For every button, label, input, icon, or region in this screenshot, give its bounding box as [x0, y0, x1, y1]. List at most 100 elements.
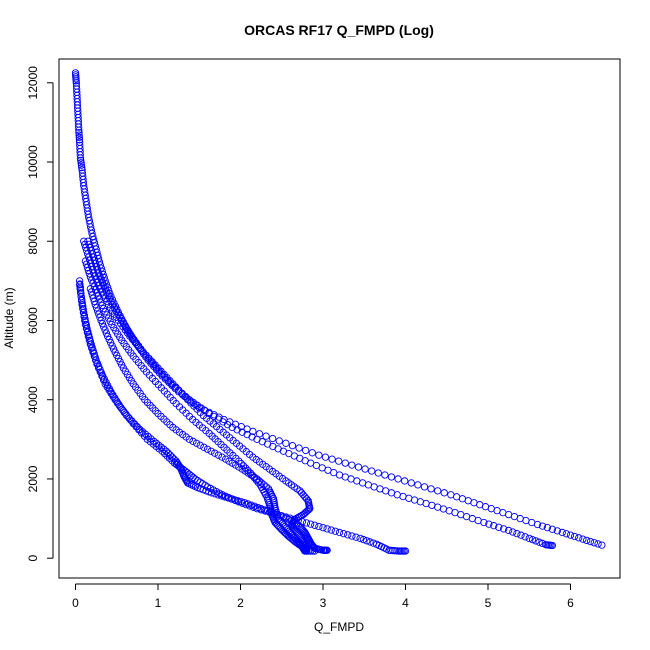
data-point — [495, 523, 503, 531]
data-point — [289, 518, 297, 527]
data-point — [88, 344, 96, 352]
data-point — [359, 535, 368, 544]
data-point — [84, 266, 93, 275]
x-tick-label: 4 — [402, 596, 409, 610]
data-point — [246, 502, 254, 510]
data-point — [361, 465, 369, 473]
data-point — [150, 437, 158, 445]
data-point — [89, 348, 97, 356]
data-point — [85, 270, 94, 278]
data-point — [535, 538, 543, 546]
data-point — [96, 313, 104, 321]
data-point — [214, 451, 223, 459]
data-point — [79, 308, 88, 317]
data-point — [94, 292, 102, 300]
data-point — [86, 273, 95, 281]
data-point — [570, 532, 579, 541]
data-point — [319, 524, 327, 532]
x-axis: 0 1 2 3 4 5 6 — [72, 583, 574, 610]
data-point — [381, 471, 389, 479]
data-point — [189, 437, 197, 445]
data-point — [500, 525, 508, 533]
data-point — [76, 285, 84, 293]
data-point — [427, 485, 435, 493]
data-point — [84, 332, 93, 340]
plot-frame — [58, 58, 621, 579]
data-point — [221, 493, 229, 501]
data-point — [344, 531, 352, 539]
data-point — [339, 529, 348, 538]
data-point — [98, 267, 106, 275]
data-point — [528, 536, 537, 544]
data-point — [76, 151, 84, 159]
data-point — [363, 537, 371, 545]
data-point — [88, 276, 96, 284]
data-point — [82, 324, 91, 333]
data-point — [211, 490, 219, 498]
data-point — [94, 364, 103, 372]
data-point — [490, 522, 498, 530]
data-point — [77, 159, 85, 167]
data-point — [249, 503, 258, 511]
data-point — [185, 435, 194, 443]
data-point — [99, 376, 108, 384]
data-point — [257, 505, 265, 513]
data-point — [75, 131, 83, 139]
data-point — [99, 270, 107, 279]
data-point — [315, 451, 323, 459]
data-point — [196, 441, 204, 449]
data-point — [368, 467, 376, 475]
x-tick-label: 0 — [72, 596, 79, 610]
data-point — [74, 123, 83, 131]
data-point — [414, 481, 422, 489]
data-point — [250, 474, 259, 482]
data-point — [160, 445, 168, 453]
data-point — [394, 475, 402, 483]
data-point — [533, 520, 542, 529]
data-point — [248, 471, 257, 480]
data-point — [280, 528, 289, 536]
data-point — [598, 541, 606, 549]
data-point — [84, 250, 92, 258]
data-point — [315, 522, 323, 531]
data-point — [91, 356, 100, 364]
data-point — [218, 453, 226, 461]
data-point — [262, 432, 270, 440]
data-point — [328, 455, 336, 463]
data-point — [282, 529, 290, 538]
points-layer — [71, 69, 606, 555]
data-point — [235, 498, 243, 506]
data-point — [538, 522, 547, 530]
data-point — [86, 340, 95, 348]
data-point — [327, 526, 335, 534]
data-point — [95, 295, 104, 303]
data-point — [224, 494, 232, 502]
data-point — [77, 161, 86, 169]
data-point — [485, 520, 493, 528]
data-point — [75, 129, 83, 137]
data-point — [348, 461, 356, 469]
x-tick-label: 3 — [320, 596, 327, 610]
data-point — [401, 547, 410, 555]
data-point — [308, 449, 316, 457]
data-point — [164, 449, 172, 457]
data-point — [98, 372, 106, 380]
data-point — [168, 453, 176, 461]
x-tick-label: 1 — [155, 596, 162, 610]
data-point — [279, 527, 287, 535]
data-point — [242, 464, 250, 472]
data-point — [207, 489, 216, 497]
data-point — [354, 463, 363, 471]
data-point — [295, 444, 303, 452]
data-point — [254, 503, 262, 512]
data-point — [249, 427, 257, 436]
data-point — [374, 469, 382, 477]
data-point — [87, 288, 95, 296]
data-point — [240, 499, 249, 507]
data-point — [302, 519, 311, 527]
data-point — [76, 154, 85, 162]
data-point — [237, 459, 245, 468]
data-point — [207, 447, 215, 455]
data-point — [218, 491, 227, 499]
